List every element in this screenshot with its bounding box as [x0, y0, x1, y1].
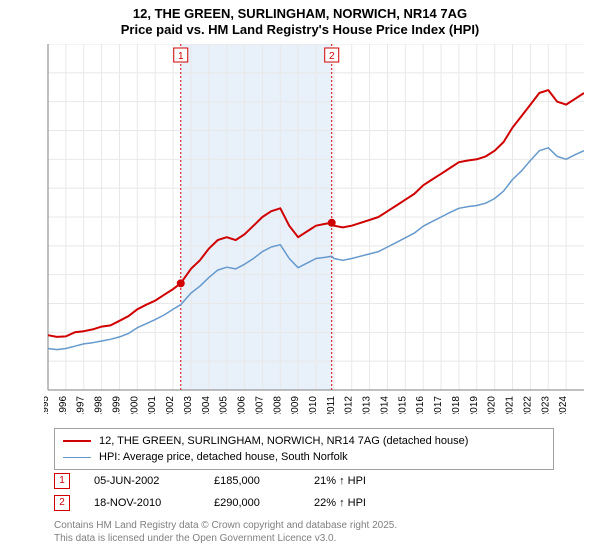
svg-text:1: 1	[178, 51, 184, 62]
chart-plot: £0£50K£100K£150K£200K£250K£300K£350K£400…	[44, 44, 584, 414]
svg-text:2005: 2005	[219, 396, 230, 414]
legend-item-property: 12, THE GREEN, SURLINGHAM, NORWICH, NR14…	[63, 433, 545, 449]
svg-text:2023: 2023	[540, 396, 551, 414]
svg-text:2010: 2010	[308, 396, 319, 414]
svg-text:2014: 2014	[379, 396, 390, 414]
attribution-line-2: This data is licensed under the Open Gov…	[54, 533, 397, 546]
legend-item-hpi: HPI: Average price, detached house, Sout…	[63, 449, 545, 465]
sales-table: 1 05-JUN-2002 £185,000 21% ↑ HPI 2 18-NO…	[54, 470, 414, 514]
attribution: Contains HM Land Registry data © Crown c…	[54, 520, 397, 545]
sale-hpi-2: 22% ↑ HPI	[314, 497, 414, 509]
legend: 12, THE GREEN, SURLINGHAM, NORWICH, NR14…	[54, 428, 554, 470]
svg-text:2002: 2002	[165, 396, 176, 414]
svg-text:2001: 2001	[147, 396, 158, 414]
sale-date-2: 18-NOV-2010	[94, 497, 214, 509]
svg-text:1997: 1997	[76, 396, 87, 414]
svg-text:2019: 2019	[469, 396, 480, 414]
svg-text:2015: 2015	[397, 396, 408, 414]
svg-text:1995: 1995	[44, 396, 51, 414]
legend-swatch-property	[63, 440, 91, 442]
sale-hpi-1: 21% ↑ HPI	[314, 475, 414, 487]
legend-label-property: 12, THE GREEN, SURLINGHAM, NORWICH, NR14…	[99, 435, 468, 447]
svg-text:2003: 2003	[183, 396, 194, 414]
sale-row-2: 2 18-NOV-2010 £290,000 22% ↑ HPI	[54, 492, 414, 514]
sale-price-2: £290,000	[214, 497, 314, 509]
title-line-1: 12, THE GREEN, SURLINGHAM, NORWICH, NR14…	[0, 6, 600, 22]
svg-text:2: 2	[329, 51, 335, 62]
svg-text:2013: 2013	[362, 396, 373, 414]
chart-container: 12, THE GREEN, SURLINGHAM, NORWICH, NR14…	[0, 0, 600, 560]
legend-swatch-hpi	[63, 457, 91, 458]
sale-price-1: £185,000	[214, 475, 314, 487]
svg-text:1999: 1999	[111, 396, 122, 414]
attribution-line-1: Contains HM Land Registry data © Crown c…	[54, 520, 397, 533]
svg-text:2017: 2017	[433, 396, 444, 414]
sale-marker-1: 1	[54, 473, 70, 489]
svg-text:2024: 2024	[558, 396, 569, 414]
svg-text:2022: 2022	[522, 396, 533, 414]
svg-text:2008: 2008	[272, 396, 283, 414]
chart-svg: £0£50K£100K£150K£200K£250K£300K£350K£400…	[44, 44, 584, 414]
svg-text:2012: 2012	[344, 396, 355, 414]
svg-text:1998: 1998	[94, 396, 105, 414]
svg-text:2000: 2000	[129, 396, 140, 414]
svg-text:2007: 2007	[254, 396, 265, 414]
svg-text:2004: 2004	[201, 396, 212, 414]
legend-label-hpi: HPI: Average price, detached house, Sout…	[99, 451, 348, 463]
sale-marker-2: 2	[54, 495, 70, 511]
svg-text:2011: 2011	[326, 396, 337, 414]
chart-title: 12, THE GREEN, SURLINGHAM, NORWICH, NR14…	[0, 0, 600, 39]
svg-text:2021: 2021	[505, 396, 516, 414]
svg-text:2006: 2006	[237, 396, 248, 414]
title-line-2: Price paid vs. HM Land Registry's House …	[0, 22, 600, 38]
svg-text:2018: 2018	[451, 396, 462, 414]
svg-text:2009: 2009	[290, 396, 301, 414]
sale-row-1: 1 05-JUN-2002 £185,000 21% ↑ HPI	[54, 470, 414, 492]
svg-text:1996: 1996	[58, 396, 69, 414]
sale-date-1: 05-JUN-2002	[94, 475, 214, 487]
svg-text:2020: 2020	[487, 396, 498, 414]
svg-text:2016: 2016	[415, 396, 426, 414]
